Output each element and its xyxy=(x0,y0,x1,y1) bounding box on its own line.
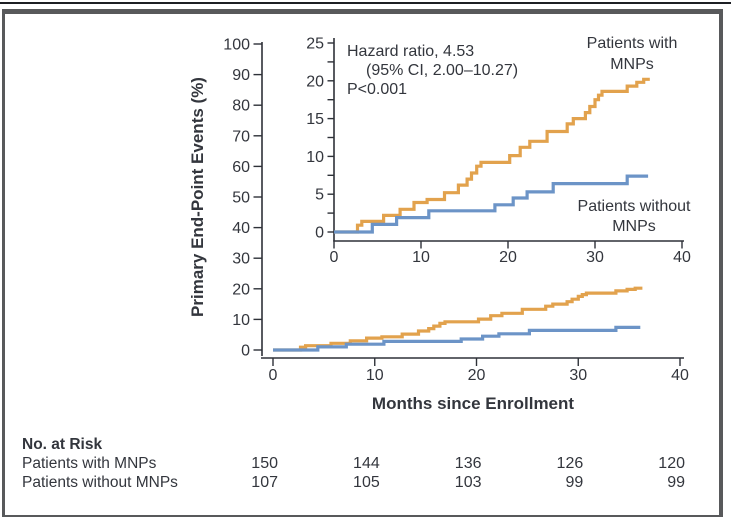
y-axis-title: Primary End-Point Events (%) xyxy=(188,77,207,317)
risk-value: 126 xyxy=(557,455,584,472)
main-y-tick-label: 30 xyxy=(232,251,250,268)
risk-value: 150 xyxy=(251,455,278,472)
main-y-tick-label: 100 xyxy=(223,37,250,54)
inset-curve-patients-with-mnps xyxy=(334,77,650,234)
inset-y-tick-label: 10 xyxy=(306,149,324,166)
without-mnps-label-line1: Patients without xyxy=(578,198,692,215)
main-x-tick-label: 0 xyxy=(269,367,278,384)
figure-frame xyxy=(2,9,723,517)
inset-x-ticks: 0 10 20 30 40 xyxy=(330,241,691,266)
annotation-line-2: (95% CI, 2.00–10.27) xyxy=(366,62,518,79)
main-x-tick-label: 20 xyxy=(468,367,486,384)
annotation-line-3: P<0.001 xyxy=(347,81,407,98)
label-patients-with-mnps: Patients with MNPs xyxy=(587,35,678,73)
risk-value: 136 xyxy=(455,455,482,472)
main-y-tick-label: 40 xyxy=(232,220,250,237)
top-rule-line xyxy=(0,2,731,4)
inset-x-tick-label: 40 xyxy=(673,249,691,266)
inset-x-tick-label: 10 xyxy=(412,249,430,266)
main-y-tick-label: 50 xyxy=(232,190,250,207)
inset-y-ticks: 0 5 10 15 20 25 xyxy=(306,36,334,242)
main-x-tick-label: 40 xyxy=(671,367,689,384)
main-y-tick-label: 10 xyxy=(232,312,250,329)
main-curve-patients-without-mnps xyxy=(273,325,641,352)
main-x-tick-label: 10 xyxy=(366,367,384,384)
risk-row-label-without: Patients without MNPs xyxy=(22,474,178,491)
risk-value: 99 xyxy=(565,474,583,491)
inset-curve-patients-without-mnps xyxy=(334,174,649,234)
main-x-tick-label: 30 xyxy=(569,367,587,384)
risk-table: No. at Risk Patients with MNPs Patients … xyxy=(22,436,685,491)
inset-y-tick-label: 15 xyxy=(306,111,324,128)
main-y-tick-label: 80 xyxy=(232,98,250,115)
risk-value: 107 xyxy=(251,474,278,491)
with-mnps-label-line2: MNPs xyxy=(610,56,654,73)
hazard-ratio-annotation: Hazard ratio, 4.53 (95% CI, 2.00–10.27) … xyxy=(347,43,518,98)
inset-y-tick-label: 5 xyxy=(315,187,324,204)
risk-table-title: No. at Risk xyxy=(22,436,102,453)
with-mnps-label-line1: Patients with xyxy=(587,35,678,52)
main-y-tick-label: 60 xyxy=(232,159,250,176)
main-y-tick-label: 20 xyxy=(232,281,250,298)
inset-y-tick-label: 25 xyxy=(306,36,324,53)
label-patients-without-mnps: Patients without MNPs xyxy=(578,198,692,235)
risk-value: 120 xyxy=(658,455,685,472)
inset-x-tick-label: 20 xyxy=(499,249,517,266)
main-x-ticks: 0 10 20 30 40 xyxy=(269,358,689,384)
without-mnps-label-line2: MNPs xyxy=(612,218,656,235)
annotation-line-1: Hazard ratio, 4.53 xyxy=(347,43,474,60)
main-curve-patients-with-mnps xyxy=(273,286,643,352)
inset-x-tick-label: 30 xyxy=(586,249,604,266)
main-y-ticks: 0 10 20 30 40 50 60 70 80 90 100 xyxy=(223,37,262,360)
main-y-tick-label: 0 xyxy=(241,343,250,360)
inset-y-tick-label: 0 xyxy=(315,225,324,242)
main-y-tick-label: 90 xyxy=(232,67,250,84)
risk-value: 144 xyxy=(353,455,380,472)
risk-value: 103 xyxy=(455,474,482,491)
risk-value: 105 xyxy=(353,474,380,491)
risk-value: 99 xyxy=(667,474,685,491)
risk-row-label-with: Patients with MNPs xyxy=(22,455,157,472)
main-y-tick-label: 70 xyxy=(232,128,250,145)
inset-plot-axes: 0 5 10 15 20 25 0 10 20 30 40 xyxy=(306,36,691,267)
inset-x-tick-label: 0 xyxy=(330,249,339,266)
inset-y-tick-label: 20 xyxy=(306,73,324,90)
x-axis-title: Months since Enrollment xyxy=(372,394,574,413)
risk-table-values: 150 144 136 126 120 107 105 103 99 99 xyxy=(251,455,685,491)
